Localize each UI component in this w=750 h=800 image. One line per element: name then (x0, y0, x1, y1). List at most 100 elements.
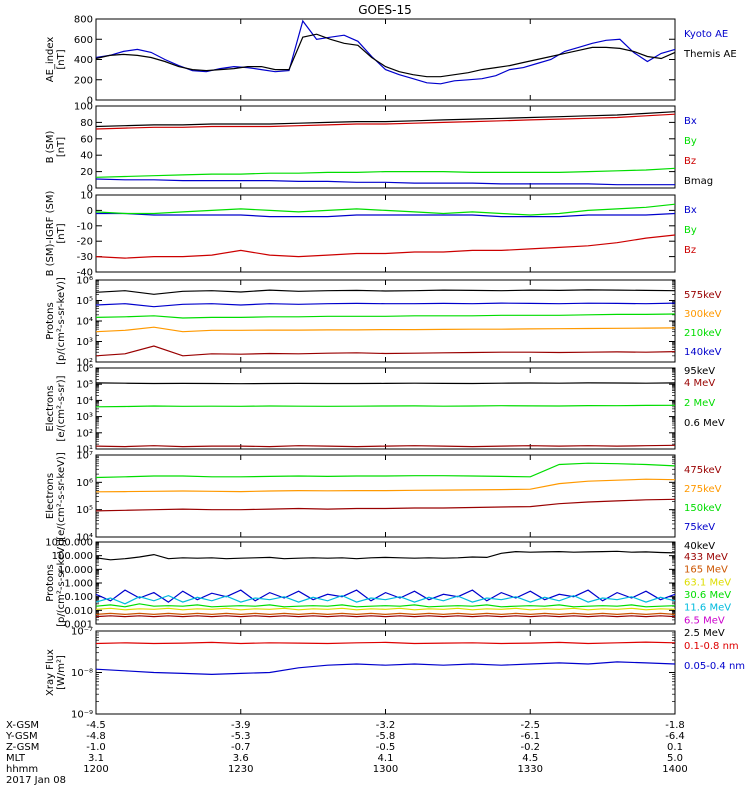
legend-label: 150keV (684, 503, 722, 514)
y-tick-label: -10 (77, 221, 93, 232)
series-line-bz (95, 234, 676, 259)
y-axis-label: Protons (45, 564, 56, 601)
y-tick-label: 10 (80, 191, 93, 202)
panel-frame (95, 279, 676, 363)
legend-label: 300keV (684, 309, 722, 320)
series-line-140kev (95, 302, 676, 308)
x-axis-value: -4.8 (86, 731, 106, 742)
y-tick-label: 0 (87, 96, 93, 107)
y-tick-label: 0.001 (64, 620, 93, 631)
y-tick-label: -20 (77, 237, 93, 248)
y-tick-label: 600 (74, 35, 93, 46)
x-axis-value: 4.5 (522, 753, 538, 764)
series-line-30-6-mev (95, 603, 676, 608)
series-line-275kev (95, 478, 676, 493)
x-axis-value: 0.1 (667, 742, 683, 753)
y-tick-label: 100 (74, 102, 93, 113)
series-line-0-1-0-8-nm (95, 641, 676, 645)
panel-frame (95, 194, 676, 273)
legend-label: 30.6 MeV (684, 590, 731, 601)
y-tick-label: 800 (74, 15, 93, 26)
x-axis-value: -3.9 (231, 720, 251, 731)
series-line-bx (96, 212, 676, 218)
series-line-2-mev (95, 404, 676, 408)
x-axis-value: -4.5 (86, 720, 106, 731)
y-tick-label: 10⁵ (76, 380, 93, 391)
legend-label: Kyoto AE (684, 29, 728, 40)
legend-label: Themis AE (683, 49, 737, 60)
legend-label: 75keV (684, 522, 715, 533)
y-axis-label: [W/m²] (56, 655, 67, 690)
y-axis-label: [nT] (56, 49, 67, 69)
x-axis-value: -0.2 (520, 742, 540, 753)
series-line-kyoto-ae (95, 19, 676, 85)
y-tick-label: 0.100 (64, 592, 93, 603)
y-tick-label: 10⁻⁹ (71, 710, 93, 721)
legend-label: 4 MeV (684, 378, 715, 389)
y-tick-label: 10¹ (76, 445, 93, 456)
legend-label: Bx (684, 205, 697, 216)
legend-label: 40keV (684, 541, 715, 552)
legend-label: 575keV (684, 290, 722, 301)
x-axis-value: -6.1 (520, 731, 540, 742)
y-tick-label: 1000.000 (45, 538, 93, 549)
panel-frame (95, 367, 676, 450)
panel-frame (95, 18, 676, 101)
legend-label: By (684, 225, 697, 236)
x-axis-value: -0.7 (231, 742, 251, 753)
legend-label: 210keV (684, 328, 722, 339)
series-line-0-6-mev (95, 382, 676, 385)
legend-label: Bx (684, 116, 697, 127)
panel-frame (95, 454, 676, 538)
legend-label: 95keV (684, 366, 715, 377)
legend-label: 2.5 MeV (684, 628, 725, 639)
series-line-4-mev (95, 444, 676, 448)
y-axis-label: Electrons (45, 385, 56, 431)
date-label: 2017 Jan 08 (6, 775, 66, 786)
y-tick-label: 60 (80, 134, 93, 145)
y-tick-label: 10⁷ (76, 451, 93, 462)
y-axis-label: AE_index (45, 37, 56, 83)
series-line-475kev (95, 498, 676, 512)
y-axis-label: Electrons (45, 473, 56, 519)
y-axis-label: [e/(cm²-s-sr)] (56, 375, 67, 441)
x-axis-value: 5.0 (667, 753, 683, 764)
legend-label: By (684, 136, 697, 147)
y-axis-label: Protons (45, 302, 56, 339)
x-axis-row-label: MLT (6, 753, 26, 764)
x-axis-value: 1300 (373, 764, 398, 775)
y-tick-label: 10⁴ (76, 396, 93, 407)
y-axis-label: [nT] (56, 137, 67, 157)
series-line-6-5-mev (95, 589, 676, 603)
x-axis-value: 1200 (83, 764, 108, 775)
x-axis-value: 3.1 (88, 753, 104, 764)
series-line-themis-ae (95, 33, 676, 78)
series-line-by (95, 203, 676, 216)
y-tick-label: 10⁵ (76, 505, 93, 516)
y-tick-label: 10⁻⁸ (71, 668, 93, 679)
x-axis-row-label: Z-GSM (6, 742, 39, 753)
y-tick-label: 10⁻⁷ (71, 627, 93, 638)
y-tick-label: -30 (77, 252, 93, 263)
x-axis-value: -5.3 (231, 731, 251, 742)
legend-label: Bmag (684, 176, 713, 187)
y-axis-label: B (SM)-IGRF (SM) (45, 191, 56, 277)
legend-label: 2 MeV (684, 398, 715, 409)
y-tick-label: 10⁶ (76, 276, 93, 287)
y-tick-label: 400 (74, 55, 93, 66)
series-line-0-05-0-4-nm (95, 661, 676, 676)
x-axis-value: -1.8 (665, 720, 685, 731)
y-tick-label: 10⁶ (76, 364, 93, 375)
x-axis-value: 1400 (662, 764, 687, 775)
chart-title: GOES-15 (358, 3, 412, 17)
y-tick-label: 10⁴ (76, 533, 93, 544)
x-axis-value: -2.5 (520, 720, 540, 731)
series-line-433-mev (95, 615, 676, 618)
y-axis-label: [e/(cm²-s-sr-keV)] (56, 452, 67, 540)
y-axis-label: [p/(cm²-s-sr-keV)] (56, 539, 67, 627)
panel-frame (95, 541, 676, 625)
legend-label: 165 MeV (684, 565, 728, 576)
legend-label: 275keV (684, 484, 722, 495)
y-tick-label: 0 (87, 184, 93, 195)
